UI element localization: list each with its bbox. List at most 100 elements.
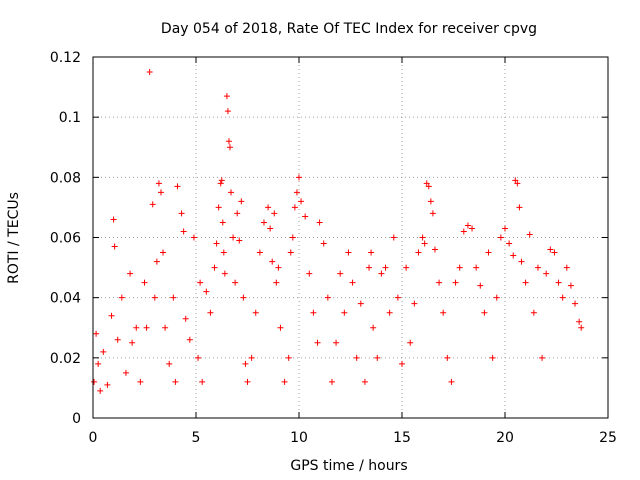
data-point (328, 378, 335, 385)
data-point (180, 228, 187, 235)
data-point (481, 309, 488, 316)
data-point (211, 264, 218, 271)
data-point (129, 339, 136, 346)
data-point (160, 249, 167, 256)
data-point (530, 309, 537, 316)
data-point (111, 243, 118, 250)
data-point (320, 240, 327, 247)
data-point (137, 378, 144, 385)
data-point (166, 360, 173, 367)
data-point (174, 183, 181, 190)
data-point (349, 279, 356, 286)
data-point (220, 249, 227, 256)
data-point (345, 249, 352, 256)
data-point (100, 348, 107, 355)
data-point (534, 264, 541, 271)
data-point (269, 258, 276, 265)
data-point (230, 234, 237, 241)
data-point (341, 309, 348, 316)
data-point (162, 324, 169, 331)
data-point (514, 180, 521, 187)
data-point (248, 354, 255, 361)
data-point (287, 249, 294, 256)
data-point (543, 270, 550, 277)
data-point (172, 378, 179, 385)
data-point (217, 180, 224, 187)
data-point (563, 264, 570, 271)
data-point (310, 309, 317, 316)
data-point (118, 294, 125, 301)
data-point (337, 270, 344, 277)
y-tick-label: 0.06 (50, 231, 81, 247)
data-point (232, 279, 239, 286)
data-point (473, 264, 480, 271)
data-point (190, 234, 197, 241)
y-tick-label: 0.08 (50, 170, 81, 186)
data-point (368, 249, 375, 256)
x-tick-label: 20 (496, 430, 514, 446)
data-point (502, 225, 508, 232)
data-point (353, 354, 360, 361)
data-point (366, 264, 373, 271)
data-point (452, 279, 459, 286)
data-point (407, 339, 414, 346)
data-point (207, 309, 214, 316)
data-point (411, 300, 418, 307)
x-tick-label: 15 (393, 430, 411, 446)
data-point (127, 270, 134, 277)
data-point (155, 180, 162, 187)
data-point (178, 210, 185, 217)
data-point (324, 294, 331, 301)
data-point (293, 189, 300, 196)
data-point (425, 183, 432, 190)
data-point (522, 279, 529, 286)
data-point (460, 228, 467, 235)
data-point (265, 204, 272, 211)
data-point (146, 69, 153, 76)
x-axis-label: GPS time / hours (290, 458, 407, 474)
data-point (415, 249, 422, 256)
data-point (197, 279, 204, 286)
data-point (104, 381, 111, 388)
data-point (291, 204, 298, 211)
data-point (203, 288, 210, 295)
data-point (252, 309, 259, 316)
data-point (199, 378, 206, 385)
data-point (448, 378, 455, 385)
data-point (244, 378, 251, 385)
x-tick-label: 25 (599, 430, 617, 446)
data-point (559, 294, 566, 301)
axis-ticks: 0 5 10 15 20 25 0 0.02 0.04 0.06 0.08 0.1 0.12 (50, 50, 617, 446)
data-point (215, 204, 222, 211)
data-point (219, 219, 226, 226)
data-point (567, 282, 574, 289)
data-point (489, 354, 496, 361)
data-point (226, 144, 233, 151)
data-point (390, 234, 397, 241)
data-point (93, 330, 100, 337)
data-point (382, 264, 389, 271)
x-tick-label: 0 (89, 430, 98, 446)
data-point (516, 204, 523, 211)
data-point (95, 360, 102, 367)
data-point (357, 300, 364, 307)
data-point (512, 177, 519, 184)
data-point (195, 354, 202, 361)
data-point (133, 324, 140, 331)
data-point (267, 225, 274, 232)
data-point (374, 354, 381, 361)
data-point (361, 378, 368, 385)
data-point (302, 213, 309, 220)
data-point (275, 264, 282, 271)
chart-title: Day 054 of 2018, Rate Of TEC Index for r… (161, 21, 537, 37)
data-point (242, 360, 249, 367)
data-point (394, 294, 401, 301)
data-point (256, 249, 263, 256)
y-tick-label: 0.12 (50, 50, 81, 66)
data-point (213, 240, 220, 247)
data-point (314, 339, 321, 346)
data-point (141, 279, 148, 286)
data-point (539, 354, 546, 361)
data-point (436, 279, 443, 286)
